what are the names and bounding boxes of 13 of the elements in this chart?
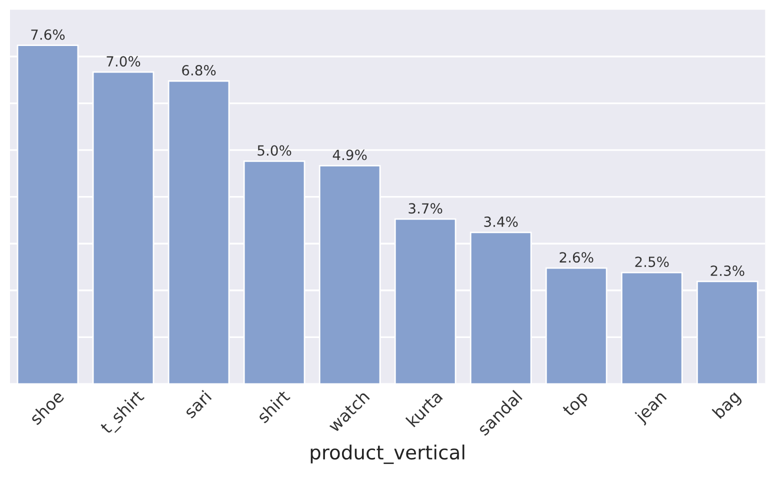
x-tick-label: bag (712, 390, 744, 422)
data-label: 2.3% (710, 266, 744, 276)
data-label: 3.4% (484, 216, 518, 227)
data-label: 3.7% (408, 203, 442, 214)
data-label: 4.9% (332, 150, 367, 160)
x-axis-title: product_vertical (310, 444, 464, 464)
data-label: 7.0% (106, 56, 140, 67)
data-label: 2.6% (560, 252, 594, 263)
data-label: 7.6% (31, 29, 65, 40)
x-tick-label: top (562, 390, 592, 420)
data-label: 2.5% (635, 256, 669, 268)
data-label: 6.8% (182, 65, 216, 76)
data-label: 5.0% (258, 145, 292, 156)
